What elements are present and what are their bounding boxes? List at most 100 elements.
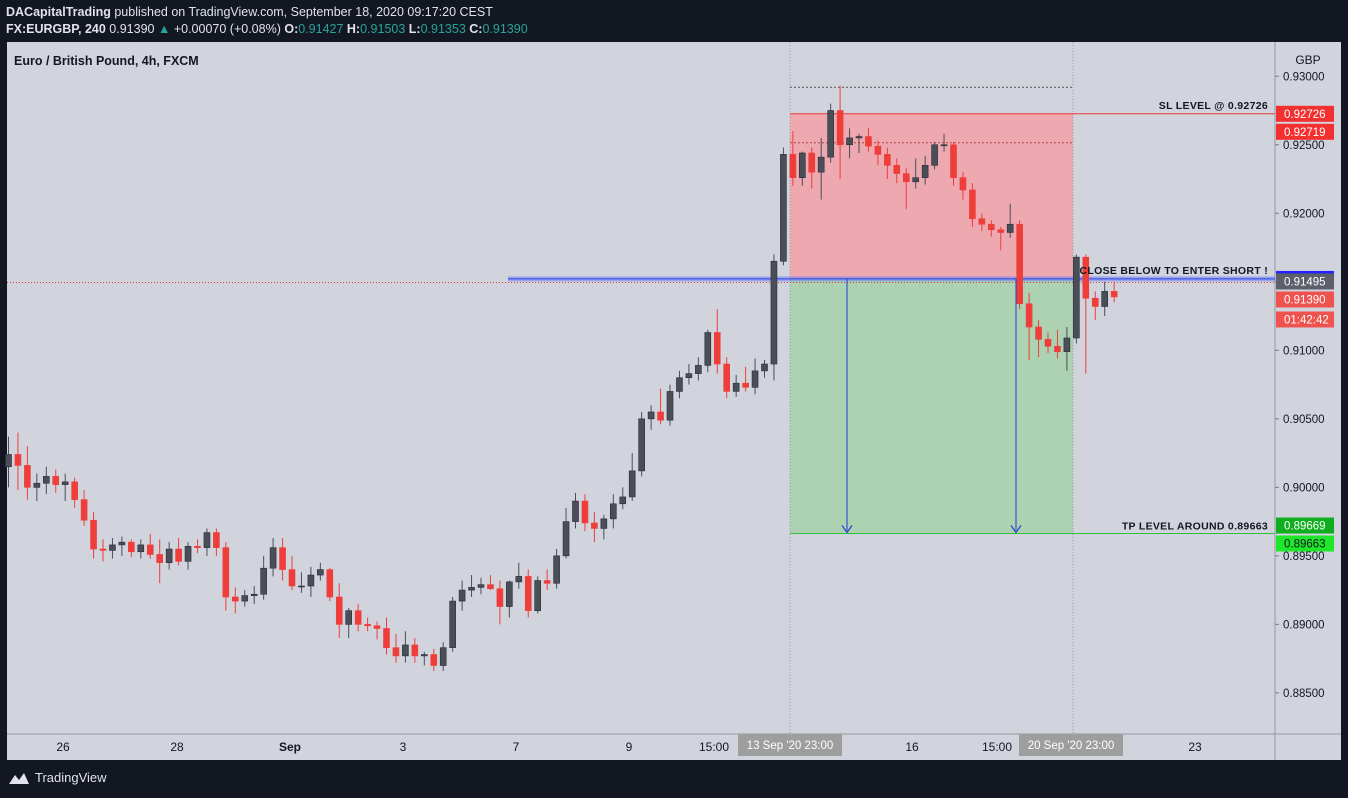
sl-secondary-tag: 0.92719 bbox=[1276, 123, 1334, 140]
candle bbox=[99, 539, 107, 562]
candle bbox=[250, 586, 258, 604]
candle-body bbox=[950, 144, 957, 178]
price-tag-bg bbox=[1276, 517, 1334, 534]
candle bbox=[695, 357, 702, 381]
candle bbox=[383, 617, 390, 655]
price-tick-label: 0.92500 bbox=[1283, 140, 1325, 152]
high-value: 0.91503 bbox=[360, 22, 406, 36]
time-tick-label: 15:00 bbox=[982, 740, 1012, 754]
candle bbox=[232, 587, 239, 614]
candle bbox=[742, 366, 749, 392]
price-tag-text: 0.92719 bbox=[1284, 127, 1326, 139]
candle bbox=[978, 213, 986, 232]
current-price-tag: 0.91495 bbox=[1276, 273, 1334, 290]
candle-body bbox=[487, 584, 494, 590]
candle-body bbox=[33, 482, 41, 488]
tp-secondary-tag: 0.89669 bbox=[1276, 517, 1334, 534]
range-tag-text: 20 Sep '20 23:00 bbox=[1028, 740, 1115, 752]
candle bbox=[1035, 320, 1042, 358]
candle-body bbox=[789, 154, 797, 178]
footer-bar bbox=[0, 760, 1348, 798]
candle-body bbox=[732, 382, 740, 392]
candle bbox=[307, 566, 315, 597]
range-end-label: 20 Sep '20 23:00 bbox=[1019, 734, 1123, 756]
candle bbox=[912, 158, 920, 189]
price-scale[interactable] bbox=[1275, 42, 1341, 734]
price-tag-bg bbox=[1276, 123, 1334, 140]
candle-body bbox=[392, 647, 400, 657]
candle bbox=[666, 384, 674, 426]
candle-body bbox=[959, 177, 967, 191]
candle-body bbox=[742, 382, 749, 388]
candle-body bbox=[893, 165, 901, 174]
candle-body bbox=[241, 595, 249, 602]
candle-body bbox=[364, 624, 371, 627]
candle-body bbox=[1082, 256, 1090, 299]
price-tag-bg bbox=[1276, 291, 1334, 308]
candle bbox=[439, 642, 447, 671]
candle-body bbox=[137, 544, 145, 553]
candle bbox=[591, 512, 598, 543]
candle-body bbox=[1054, 345, 1061, 352]
candle-body bbox=[458, 589, 466, 602]
candle-body bbox=[827, 110, 834, 158]
plot-background[interactable] bbox=[7, 42, 1275, 734]
candle-body bbox=[354, 610, 362, 625]
candle bbox=[71, 477, 78, 508]
candle bbox=[893, 158, 901, 184]
publisher-name[interactable]: DACapitalTrading bbox=[6, 5, 111, 19]
candle bbox=[950, 142, 957, 186]
candle-body bbox=[288, 569, 296, 587]
candle bbox=[940, 133, 948, 152]
candle bbox=[487, 575, 494, 591]
candle bbox=[402, 631, 409, 663]
candle-body bbox=[808, 152, 816, 173]
candle-body bbox=[61, 481, 69, 485]
candle-body bbox=[987, 223, 995, 231]
candle bbox=[33, 473, 41, 502]
candle-body bbox=[609, 503, 617, 520]
candle-body bbox=[14, 454, 22, 466]
candle-body bbox=[156, 554, 163, 564]
candle bbox=[562, 507, 570, 559]
candle bbox=[175, 538, 182, 566]
candle-body bbox=[213, 532, 220, 548]
candle bbox=[194, 539, 201, 554]
candle bbox=[1091, 291, 1099, 321]
publication-line: DACapitalTrading published on TradingVie… bbox=[6, 5, 493, 19]
candle-body bbox=[798, 152, 806, 178]
range-tag-text: 13 Sep '20 23:00 bbox=[747, 740, 834, 752]
candle bbox=[628, 453, 636, 502]
tradingview-logo[interactable]: TradingView bbox=[8, 770, 107, 785]
candle-body bbox=[477, 584, 485, 588]
price-chart[interactable]: SL LEVEL @ 0.92726 CLOSE BELOW TO ENTER S… bbox=[0, 42, 1348, 762]
candle bbox=[865, 128, 872, 152]
close-value: 0.91390 bbox=[482, 22, 528, 36]
publication-header: DACapitalTrading published on TradingVie… bbox=[0, 0, 1348, 42]
time-scale[interactable] bbox=[7, 734, 1341, 760]
candle bbox=[997, 226, 1005, 251]
candle-body bbox=[52, 476, 60, 485]
time-tick-label: 15:00 bbox=[699, 740, 729, 754]
candle-body bbox=[515, 576, 523, 583]
candle bbox=[798, 151, 806, 186]
candle-body bbox=[506, 581, 513, 607]
candle bbox=[392, 633, 400, 663]
candle-body bbox=[420, 654, 428, 657]
candle bbox=[213, 528, 220, 556]
price-tick-label: 0.90000 bbox=[1283, 482, 1325, 494]
candle-body bbox=[184, 545, 192, 562]
candle-body bbox=[817, 156, 825, 173]
candle-body bbox=[619, 496, 627, 505]
candle bbox=[987, 220, 995, 237]
candle bbox=[969, 183, 976, 227]
candle bbox=[430, 649, 438, 671]
candle bbox=[269, 538, 277, 577]
candle bbox=[572, 492, 579, 529]
candle bbox=[42, 466, 50, 495]
candle-body bbox=[884, 154, 891, 166]
time-tick-label: 23 bbox=[1188, 740, 1202, 754]
candle bbox=[761, 359, 768, 378]
candle-body bbox=[855, 136, 863, 139]
time-tick-label: Sep bbox=[279, 740, 301, 754]
